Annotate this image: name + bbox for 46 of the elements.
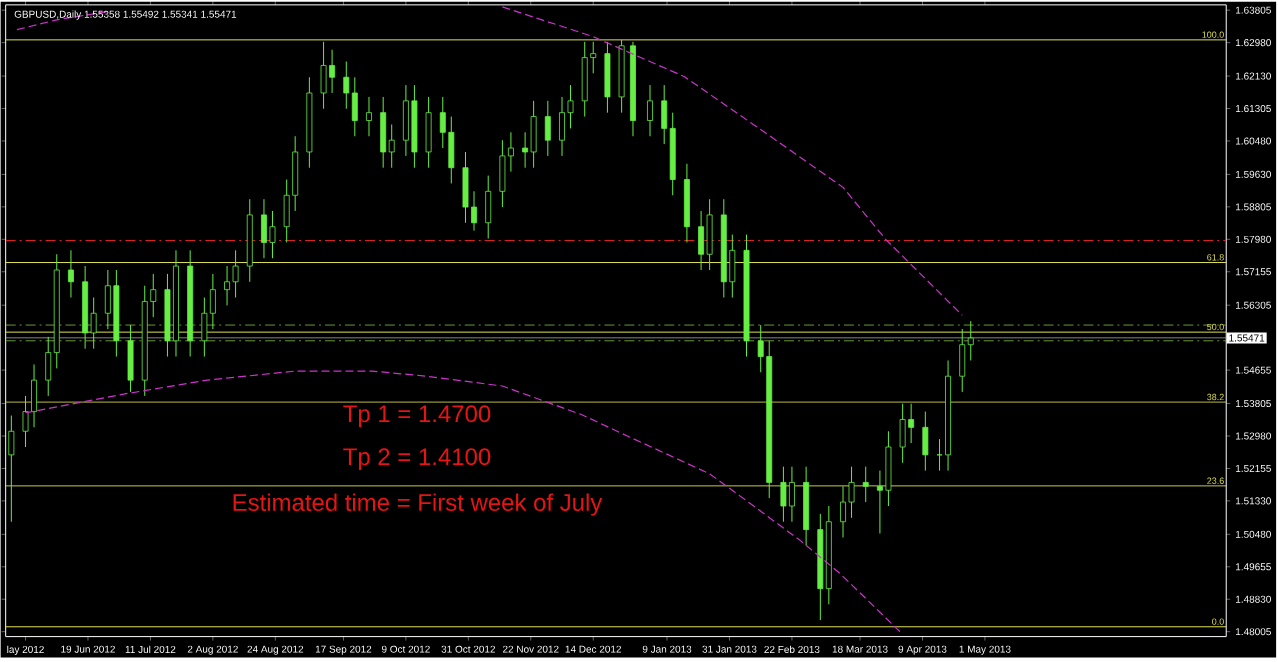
x-tick-label: 31 Oct 2012 bbox=[441, 645, 495, 653]
x-tick-label: 2 Aug 2012 bbox=[187, 645, 238, 655]
annotation: 100.0 bbox=[1202, 31, 1224, 39]
y-tick-label: 1.53805 bbox=[1236, 400, 1271, 408]
y-tick-label: 1.62980 bbox=[1236, 39, 1271, 47]
x-tick-label: lay 2012 bbox=[7, 645, 44, 656]
x-tick-label: 19 Jun 2012 bbox=[61, 645, 115, 653]
annotation: 0.0 bbox=[1212, 618, 1224, 625]
text: GBPUSD,Daily 1.55358 1.55492 1.55341 1.55471 bbox=[14, 10, 237, 20]
x-tick-label: 17 Sep 2012 bbox=[315, 645, 372, 655]
y-tick-label: 1.57980 bbox=[1236, 235, 1271, 244]
y-tick-label: 1.57155 bbox=[1236, 268, 1271, 276]
y-tick-label: 1.56305 bbox=[1236, 301, 1271, 309]
y-tick-label: 1.58805 bbox=[1236, 203, 1271, 211]
y-tick-label: 1.50480 bbox=[1236, 530, 1271, 539]
y-tick-label: 1.52980 bbox=[1236, 432, 1271, 440]
x-tick-label: 14 Dec 2012 bbox=[565, 645, 621, 653]
annotation: 61.8 bbox=[1207, 254, 1224, 261]
x-tick-label: 22 Nov 2012 bbox=[502, 645, 559, 653]
x-tick-label: 9 Apr 2013 bbox=[898, 645, 947, 655]
y-tick-label: 1.60480 bbox=[1236, 137, 1271, 145]
annotation: 38.2 bbox=[1207, 394, 1224, 401]
y-tick-label: 1.48005 bbox=[1236, 628, 1271, 636]
x-tick-label: 22 Feb 2013 bbox=[764, 645, 820, 654]
y-tick-label: 1.48830 bbox=[1236, 595, 1271, 603]
annotation: Tp 2 = 1.4100 bbox=[343, 448, 491, 471]
y-tick-label: 1.63805 bbox=[1236, 6, 1271, 14]
x-tick-label: 18 Mar 2013 bbox=[832, 645, 888, 653]
annotation: Estimated time = First week of July bbox=[233, 493, 603, 516]
x-tick-label: 24 Aug 2012 bbox=[247, 645, 304, 655]
x-tick-label: 9 Oct 2012 bbox=[381, 645, 430, 653]
ref-line-label: 1.55471 bbox=[1229, 334, 1265, 342]
x-tick-label: 9 Jan 2013 bbox=[642, 645, 692, 653]
annotation: Tp 1 = 1.4700 bbox=[343, 405, 491, 428]
y-tick-label: 1.52155 bbox=[1236, 465, 1271, 473]
y-tick-label: 1.49655 bbox=[1236, 563, 1271, 571]
annotation: 23.6 bbox=[1207, 477, 1224, 485]
x-tick-label: 31 Jan 2013 bbox=[702, 645, 757, 653]
y-tick-label: 1.54655 bbox=[1236, 366, 1271, 374]
y-tick-label: 1.59630 bbox=[1236, 171, 1271, 179]
x-tick-label: 11 Jul 2012 bbox=[125, 645, 176, 654]
y-tick-label: 1.62130 bbox=[1236, 72, 1271, 80]
annotation: 50.0 bbox=[1207, 323, 1224, 331]
y-tick-label: 1.61305 bbox=[1236, 105, 1271, 113]
x-tick-label: 1 May 2013 bbox=[959, 645, 1011, 655]
y-tick-label: 1.51330 bbox=[1236, 497, 1271, 505]
